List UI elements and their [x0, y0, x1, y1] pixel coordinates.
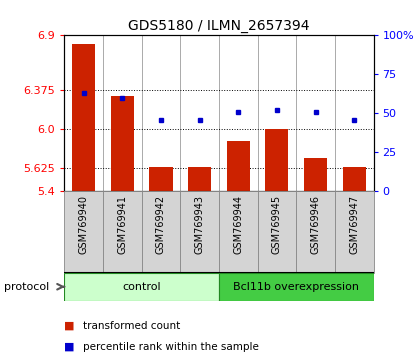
Bar	[265, 129, 288, 191]
Text: percentile rank within the sample: percentile rank within the sample	[83, 342, 259, 352]
Bar	[188, 167, 211, 191]
Text: GSM769941: GSM769941	[117, 195, 127, 254]
Bar	[64, 273, 219, 301]
Bar	[227, 141, 250, 191]
Bar	[219, 273, 374, 301]
Text: protocol: protocol	[4, 282, 49, 292]
Bar	[72, 44, 95, 191]
Bar	[296, 191, 335, 273]
Text: GSM769947: GSM769947	[349, 195, 359, 255]
Text: GSM769946: GSM769946	[310, 195, 320, 254]
Text: ■: ■	[64, 342, 75, 352]
Bar	[304, 158, 327, 191]
Bar	[111, 96, 134, 191]
Bar	[180, 191, 219, 273]
Text: Bcl11b overexpression: Bcl11b overexpression	[233, 282, 359, 292]
Bar	[258, 191, 296, 273]
Bar	[103, 191, 142, 273]
Text: control: control	[122, 282, 161, 292]
Text: transformed count: transformed count	[83, 321, 180, 331]
Bar	[335, 191, 374, 273]
Bar	[149, 167, 173, 191]
Text: GSM769942: GSM769942	[156, 195, 166, 255]
Text: ■: ■	[64, 321, 75, 331]
Text: GSM769944: GSM769944	[233, 195, 243, 254]
Text: GSM769945: GSM769945	[272, 195, 282, 255]
Bar	[142, 191, 180, 273]
Bar	[219, 191, 258, 273]
Text: GSM769943: GSM769943	[195, 195, 205, 254]
Bar	[64, 191, 103, 273]
Bar	[343, 167, 366, 191]
Title: GDS5180 / ILMN_2657394: GDS5180 / ILMN_2657394	[128, 19, 310, 33]
Text: GSM769940: GSM769940	[79, 195, 89, 254]
